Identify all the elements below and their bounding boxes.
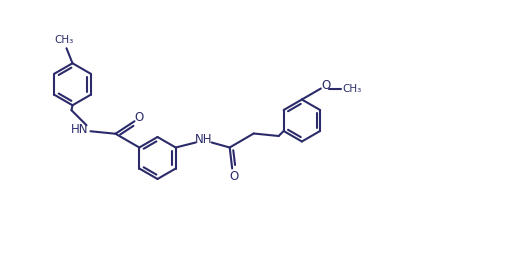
Text: O: O bbox=[321, 79, 330, 92]
Text: HN: HN bbox=[71, 123, 88, 136]
Text: NH: NH bbox=[195, 133, 213, 146]
Text: CH₃: CH₃ bbox=[55, 35, 74, 45]
Text: O: O bbox=[229, 170, 239, 183]
Text: CH₃: CH₃ bbox=[342, 84, 361, 93]
Text: O: O bbox=[135, 111, 144, 124]
